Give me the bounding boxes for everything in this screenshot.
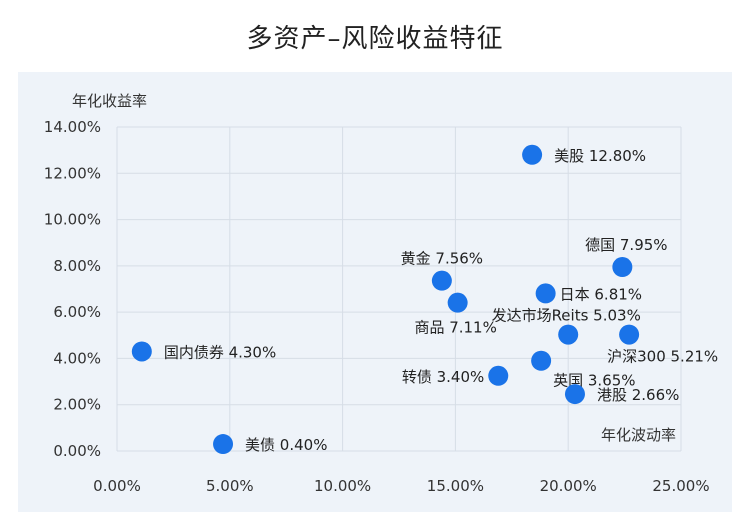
y-tick-label: 4.00% (53, 349, 101, 367)
y-tick-label: 6.00% (53, 303, 101, 321)
tick-labels: 0.00% 5.00% 10.00% 15.00% 20.00% 25.00% 0.00% 2… (44, 118, 710, 495)
data-label: 商品 7.11% (414, 319, 496, 337)
data-label: 沪深300 5.21% (607, 348, 718, 366)
y-tick-label: 14.00% (44, 118, 101, 136)
y-tick-label: 8.00% (53, 257, 101, 275)
data-point (131, 341, 152, 362)
y-axis-label: 年化收益率 (72, 92, 147, 110)
y-tick-label: 10.00% (44, 211, 101, 229)
y-tick-label: 12.00% (44, 164, 101, 182)
data-label: 转债 3.40% (402, 368, 484, 386)
x-tick-label: 5.00% (206, 477, 254, 495)
x-tick-label: 0.00% (93, 477, 141, 495)
data-label: 美债 0.40% (245, 436, 327, 454)
y-tick-label: 2.00% (53, 396, 101, 414)
data-label: 发达市场Reits 5.03% (492, 307, 641, 325)
chart-title: 多资产–风险收益特征 (246, 24, 504, 54)
data-point (531, 350, 552, 371)
data-point (447, 292, 468, 313)
x-tick-label: 20.00% (540, 477, 597, 495)
x-tick-label: 10.00% (314, 477, 371, 495)
data-label: 日本 6.81% (560, 285, 642, 303)
y-tick-label: 0.00% (53, 442, 101, 460)
data-point (558, 324, 579, 345)
data-label: 国内债券 4.30% (164, 343, 276, 361)
data-point (564, 384, 585, 405)
data-point (619, 324, 640, 345)
data-points: 美股 12.80% 德国 7.95% 黄金 7.56% 日本 6.81% 商品 7.11… (131, 144, 718, 455)
x-axis-label: 年化波动率 (601, 426, 676, 444)
grid (116, 126, 682, 452)
x-tick-label: 15.00% (427, 477, 484, 495)
data-point (431, 270, 452, 291)
data-label: 德国 7.95% (585, 236, 667, 254)
x-tick-label: 25.00% (652, 477, 709, 495)
data-point (488, 365, 509, 386)
data-point (535, 283, 556, 304)
data-point (522, 144, 543, 165)
data-point (213, 434, 234, 455)
data-label: 港股 2.66% (597, 386, 679, 404)
data-point (612, 257, 633, 278)
data-label: 美股 12.80% (554, 147, 646, 165)
data-label: 黄金 7.56% (401, 250, 483, 268)
chart-panel (18, 72, 732, 512)
